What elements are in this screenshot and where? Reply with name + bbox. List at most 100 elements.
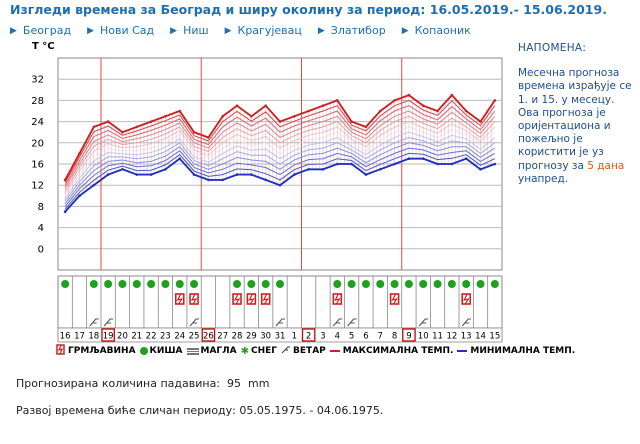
x-tick-label: 21 [131,332,142,342]
x-tick-label: 5 [349,332,354,342]
min-temp-point [92,183,96,187]
legend-fog: МАГЛА [186,346,237,356]
triangle-right-icon: ▶ [10,25,17,36]
min-temp-point [407,157,411,160]
min-temp-point [364,173,368,176]
snowflake-icon: ✱ [240,345,250,357]
min-temp-point [149,173,153,176]
x-tick-label: 4 [335,332,340,342]
x-tick-label: 17 [74,332,85,342]
thunder-icon [174,293,185,305]
x-tick-label: 15 [489,332,500,342]
legend-snow: ✱ СНЕГ [240,345,278,357]
x-tick-label: 25 [189,332,200,342]
date-highlight [201,328,216,342]
rain-icon [376,280,385,288]
thunder-icon [246,293,257,305]
x-tick-label: 19 [103,332,114,342]
rain-icon [175,280,184,288]
five-day-forecast-link[interactable]: 5 дана [587,159,625,172]
nav-link-zlatibor[interactable]: ▶ Златибор [317,24,386,37]
thunder-bolt [334,293,341,305]
nav-link-kragujevac[interactable]: ▶ Крагујевац [224,24,302,37]
max-temp-point [436,109,439,113]
max-temp-point [450,93,454,97]
min-temp-point [450,162,454,166]
thunder-icon [232,293,242,305]
nav-link-novi-sad[interactable]: ▶ Нови Сад [87,24,155,37]
y-tick-label: 0 [38,244,44,255]
y-tick-label: 4 [38,223,44,234]
wind-icon [89,318,99,327]
max-temp-point [293,115,296,118]
min-temp-point [421,157,425,160]
min-temp-point [493,162,497,166]
city-nav: ▶ Београд ▶ Нови Сад ▶ Ниш ▶ Крагујевац ▶ Зла… [10,24,487,37]
nav-link-kopaonik[interactable]: ▶ Копаоник [401,24,471,37]
rain-icon [276,280,284,288]
rain-icon [139,347,148,355]
x-tick-label: 8 [392,332,397,342]
x-tick-label: 13 [461,332,472,342]
precipitation-info: Прогнозирана количина падавина: 95 mm [16,377,270,390]
max-temp-point [221,115,225,118]
rain-icon [447,280,456,288]
legend-max-temp: МАКСИМАЛНА ТЕМП. [329,346,453,356]
note-heading: НАПОМЕНА: [518,42,587,54]
date-highlight [101,328,115,342]
rain-icon [233,280,242,288]
thunder-bolt [233,293,241,305]
min-temp-swatch [457,350,468,352]
legend-wind: ВЕТАР [281,345,326,357]
wind-icon [418,318,429,327]
wind-icon [347,318,357,327]
x-tick-label: 26 [203,332,214,342]
x-tick-label: 29 [246,332,257,342]
triangle-right-icon: ▶ [170,25,178,36]
y-tick-label: 32 [31,75,44,86]
min-temp-point [78,194,81,198]
thunder-bolt [190,293,198,305]
y-tick-label: 20 [31,138,44,149]
temp-band-line [64,126,496,197]
temp-band-line [64,121,496,194]
min-temp-point [335,162,339,166]
thunder-icon [332,293,343,305]
min-temp-point [393,162,396,166]
rain-icon [390,280,399,288]
rain-icon [190,280,199,288]
rain-icon [247,280,256,288]
triangle-right-icon: ▶ [401,25,409,36]
max-temp-point [192,130,196,134]
min-temp-point [178,157,182,160]
x-tick-label: 20 [117,332,128,342]
min-temp-point [350,162,353,166]
temp-band-line [64,115,496,191]
min-temp-point [235,173,239,176]
min-temp-point [321,168,325,171]
rain-icon [490,280,499,288]
min-temp-point [479,168,482,171]
x-tick-label: 14 [475,332,486,342]
max-temp-point [278,120,282,123]
temp-band-line [64,152,496,210]
max-temp-point [106,120,110,123]
x-tick-label: 18 [88,332,99,342]
max-temp-point [350,120,353,123]
max-temp-swatch [329,350,340,352]
y-tick-label: 24 [31,117,44,128]
min-temp-point [307,168,310,171]
max-temp-point [63,178,67,182]
nav-link-beograd[interactable]: ▶ Београд [10,24,72,37]
x-tick-label: 16 [60,332,71,342]
temp-band-line [64,99,496,183]
x-tick-label: 12 [446,332,457,342]
nav-link-nis[interactable]: ▶ Ниш [170,24,209,37]
max-temp-point [207,136,210,139]
rain-icon [161,280,170,288]
max-temp-point [92,125,96,129]
rain-icon [476,280,485,288]
x-tick-label: 24 [174,332,185,342]
chart-legend: ГРМЉАВИНА КИША МАГЛА ✱ СНЕГ ВЕТАР МАКСИМА… [56,344,579,358]
